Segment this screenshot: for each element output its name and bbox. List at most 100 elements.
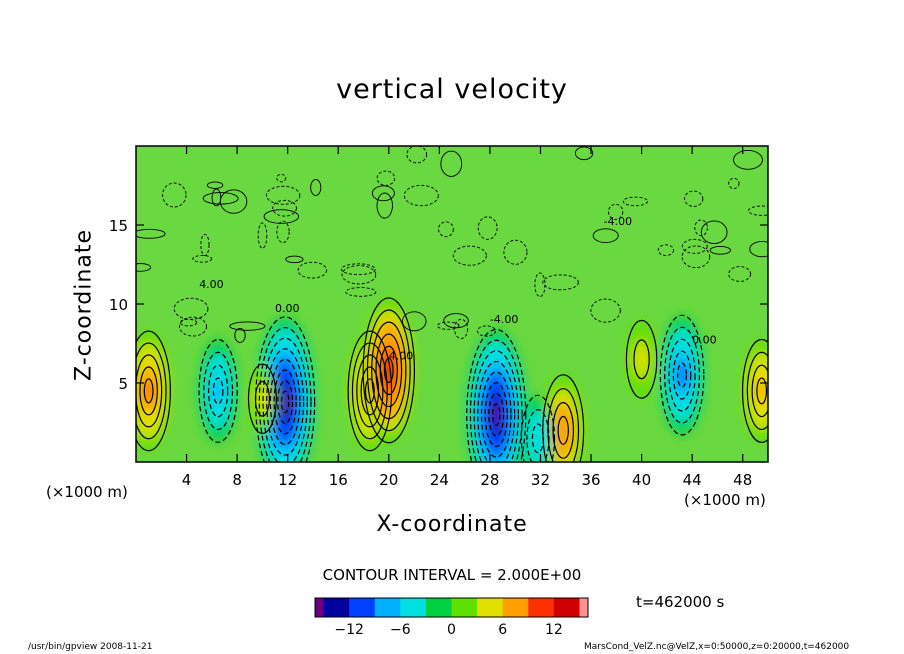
- field-cell-2-ring-7: [281, 391, 289, 413]
- contour-5-1: [469, 339, 523, 462]
- noise-contour-50: [263, 209, 300, 224]
- noise-contour-32: [452, 245, 487, 266]
- noise-contour-45: [285, 255, 304, 264]
- contour-1-3: [212, 377, 224, 405]
- colorbar-swatch: [460, 598, 470, 617]
- field-cell-10-ring-1: [634, 339, 650, 379]
- noise-contour-27: [200, 233, 210, 256]
- noise-contour-18: [136, 263, 152, 272]
- contour-4-0: [362, 297, 415, 444]
- colorbar-tick-label: −6: [390, 622, 411, 638]
- contour-1-0: [198, 338, 238, 443]
- contour-2-1: [258, 327, 312, 462]
- contour-4-1: [366, 309, 411, 432]
- field-cell-0-ring-4: [144, 378, 153, 403]
- y-tick-label: 5: [118, 375, 128, 393]
- chart-title: vertical velocity: [336, 74, 568, 105]
- contour-8-4: [677, 362, 687, 388]
- contour-2-7: [280, 390, 290, 414]
- noise-contour-24: [436, 321, 460, 330]
- contour-0-3: [139, 366, 158, 416]
- contour-0-1: [136, 342, 167, 440]
- colorbar-swatch: [417, 598, 427, 617]
- colorbar: −12 −6 0 6 12: [314, 597, 589, 638]
- noise-contour-26: [234, 327, 246, 343]
- contour-interval-label: CONTOUR INTERVAL = 2.000E+00: [322, 566, 582, 584]
- contour-8-2: [668, 338, 696, 412]
- contour-5-3: [477, 360, 516, 462]
- noise-contour-25: [345, 287, 377, 297]
- colorbar-swatch: [408, 598, 418, 617]
- colorbar-swatch: [340, 598, 350, 617]
- noise-contour-59: [709, 245, 731, 255]
- contour-8-3: [672, 350, 692, 400]
- x-tick-label: 40: [632, 471, 651, 489]
- noise-contour-7: [276, 220, 290, 244]
- contour-1-1: [203, 351, 234, 431]
- noise-contour-29: [534, 272, 546, 298]
- noise-contour-49: [297, 261, 328, 279]
- colorbar-swatch: [315, 598, 325, 617]
- contour-2-5: [273, 369, 297, 435]
- contour-7-2: [531, 423, 545, 454]
- y-tick-label: 15: [109, 217, 128, 235]
- contour-2-6: [277, 380, 294, 424]
- noise-contour-3: [272, 199, 297, 217]
- noise-contour-51: [728, 177, 740, 189]
- colorbar-swatch: [451, 598, 461, 617]
- noise-contour-36: [402, 311, 427, 332]
- x-tick-label: 32: [531, 471, 550, 489]
- contour-label: -4.00: [490, 313, 518, 326]
- x-tick-label: 24: [430, 471, 449, 489]
- field-cell-5-ring-7: [492, 403, 500, 426]
- colorbar-swatch: [485, 598, 495, 617]
- noise-contour-15: [733, 150, 763, 170]
- noise-contour-11: [179, 316, 207, 337]
- contour-2-0: [255, 316, 316, 462]
- contour-label: 4.00: [199, 278, 224, 291]
- x-tick-label: 12: [278, 471, 297, 489]
- contour-2-3: [266, 348, 305, 456]
- contour-3-2: [356, 354, 384, 428]
- colorbar-swatch: [468, 598, 478, 617]
- contour-1-2: [208, 364, 229, 418]
- noise-contour-10: [608, 203, 624, 220]
- colorbar-swatch: [545, 598, 555, 617]
- contour-8-0: [659, 314, 705, 436]
- contour-0-2: [136, 354, 163, 428]
- x-tick-label: 44: [683, 471, 702, 489]
- contour-label: 0.00: [275, 302, 300, 315]
- contour-5-4: [480, 371, 512, 458]
- colorbar-swatch: [349, 598, 359, 617]
- noise-contour-4: [229, 321, 266, 331]
- contour-0-4: [143, 378, 154, 404]
- noise-contour-9: [681, 238, 708, 254]
- contour-5-6: [488, 392, 505, 437]
- noise-contour-33: [440, 150, 463, 177]
- time-label: t=462000 s: [636, 593, 725, 611]
- colorbar-tick-label: 12: [545, 622, 563, 638]
- colorbar-swatch: [383, 598, 393, 617]
- footer-left: /usr/bin/gpview 2008-11-21: [28, 642, 153, 652]
- heatmap-field: 0.00 4.00 -4.00 0.00 4.00 -4.00: [136, 146, 768, 462]
- noise-contour-12: [728, 266, 752, 282]
- contour-2-2: [262, 337, 308, 462]
- colorbar-swatch: [323, 598, 333, 617]
- contour-5-5: [484, 382, 508, 448]
- colorbar-swatch: [400, 598, 410, 617]
- noise-contour-19: [749, 240, 768, 258]
- x-tick-label: 28: [480, 471, 499, 489]
- noise-contour-31: [503, 239, 528, 265]
- contour-4-4: [379, 345, 398, 396]
- contour-10-1: [633, 339, 650, 380]
- colorbar-swatch: [502, 598, 512, 617]
- contour-7-1: [526, 409, 550, 462]
- colorbar-swatch: [579, 598, 589, 617]
- field-cell-8-ring-4: [677, 363, 687, 388]
- colorbar-swatch: [528, 598, 538, 617]
- noise-contour-56: [477, 216, 498, 240]
- colorbar-swatch: [553, 598, 563, 617]
- noise-contour-14: [590, 298, 621, 323]
- colorbar-swatch: [374, 598, 384, 617]
- contour-9-3: [756, 377, 768, 405]
